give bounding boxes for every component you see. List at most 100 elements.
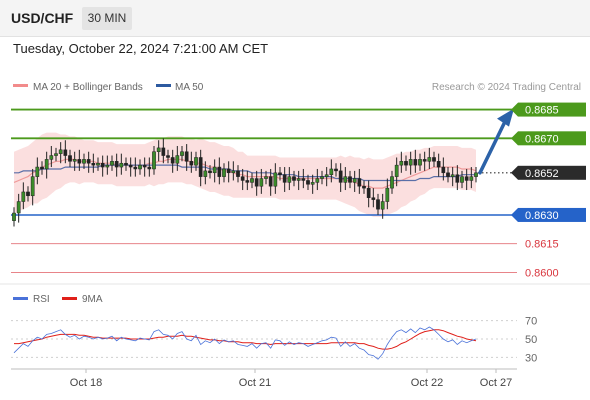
legend-swatch-9ma [62, 297, 77, 300]
candle-body [418, 159, 422, 166]
candle [292, 170, 296, 187]
candle [474, 167, 478, 183]
candle-body [324, 174, 329, 177]
candle-body [114, 161, 119, 168]
candle-body [282, 174, 287, 183]
candle [128, 157, 133, 177]
candle [324, 167, 329, 187]
x-tick-label: Oct 21 [239, 377, 271, 389]
candle [82, 153, 86, 169]
candle-body [142, 164, 147, 168]
candle [404, 155, 408, 171]
candle [408, 151, 413, 175]
credit-text: Research © 2024 Trading Central [432, 82, 581, 93]
candle-body [408, 159, 413, 166]
candle-body [329, 168, 334, 175]
candle-body [422, 159, 427, 162]
candle [399, 151, 404, 173]
candle-body [212, 166, 217, 174]
x-tick-label: Oct 22 [411, 377, 443, 389]
candle [166, 149, 170, 164]
candle [114, 153, 119, 177]
candle [376, 193, 380, 215]
candle [12, 207, 16, 227]
candle [175, 145, 180, 171]
candle-body [124, 162, 128, 166]
last-price-tag: 0.8652 [511, 165, 586, 180]
legend-swatch-rsi [13, 297, 28, 300]
main-legend: MA 20 + Bollinger Bands MA 50 Research ©… [13, 82, 581, 93]
candle-body [268, 176, 273, 187]
candle [413, 149, 418, 173]
candle [306, 174, 310, 191]
candle-body [380, 201, 385, 210]
timeframe-badge[interactable]: 30 MIN [82, 7, 132, 30]
legend-label-ma50: MA 50 [175, 82, 204, 93]
candle-body [296, 178, 301, 181]
candle-body [441, 166, 446, 174]
candle-body [306, 180, 310, 185]
projection-arrow-shaft [478, 119, 507, 175]
legend-label-ma20: MA 20 + Bollinger Bands [33, 82, 143, 93]
symbol-title: USD/CHF [11, 10, 74, 26]
candle-body [254, 178, 259, 187]
candle-body [362, 185, 366, 189]
candle-body [394, 164, 399, 177]
candle [180, 145, 184, 162]
candle-body [189, 161, 194, 166]
candle-body [30, 176, 35, 197]
candle-body [390, 176, 394, 189]
candle [91, 153, 96, 173]
candle [450, 167, 455, 187]
candle-body [96, 162, 100, 166]
moving-averages-layer [13, 158, 477, 189]
candle [245, 170, 250, 191]
candle [40, 161, 44, 175]
candle [16, 193, 21, 223]
candle [217, 157, 222, 185]
candle [287, 167, 292, 191]
candle [77, 149, 82, 171]
candle [124, 157, 128, 171]
candle [348, 170, 352, 189]
candle-body [72, 159, 77, 162]
candle [86, 151, 91, 173]
level-tag-pointer [511, 131, 518, 146]
candle-body [16, 201, 21, 214]
candle-body [352, 178, 357, 183]
candle [49, 145, 54, 168]
candle [250, 172, 254, 189]
candle [222, 163, 226, 183]
candle [334, 163, 338, 177]
candle-body [161, 147, 166, 156]
level-label-support: 0.8615 [525, 239, 559, 251]
x-axis: Oct 18 Oct 21 Oct 22 Oct 27 [70, 369, 512, 389]
candle [380, 193, 385, 219]
candle-body [427, 157, 432, 162]
candle [278, 167, 282, 181]
candle [226, 161, 231, 183]
candle-body [203, 170, 208, 177]
candle-body [44, 159, 49, 170]
candle [208, 165, 212, 179]
candle-body [450, 174, 455, 177]
candle [357, 168, 362, 194]
x-tick-label: Oct 27 [480, 377, 512, 389]
candle-body [334, 168, 338, 172]
level-tag-pointer [511, 102, 518, 117]
candle-body [208, 170, 212, 174]
candle-body [68, 155, 72, 162]
candle-body [231, 170, 236, 174]
candle-body [184, 151, 189, 162]
candle [343, 167, 348, 191]
price-levels-layer [11, 108, 517, 273]
candle-body [110, 161, 114, 166]
candle-body [278, 172, 282, 175]
candle-body [63, 149, 68, 156]
candle-body [147, 166, 152, 170]
candle-body [264, 176, 268, 179]
candle-body [413, 159, 418, 166]
candle-body [474, 172, 478, 177]
candle-body [287, 176, 292, 183]
